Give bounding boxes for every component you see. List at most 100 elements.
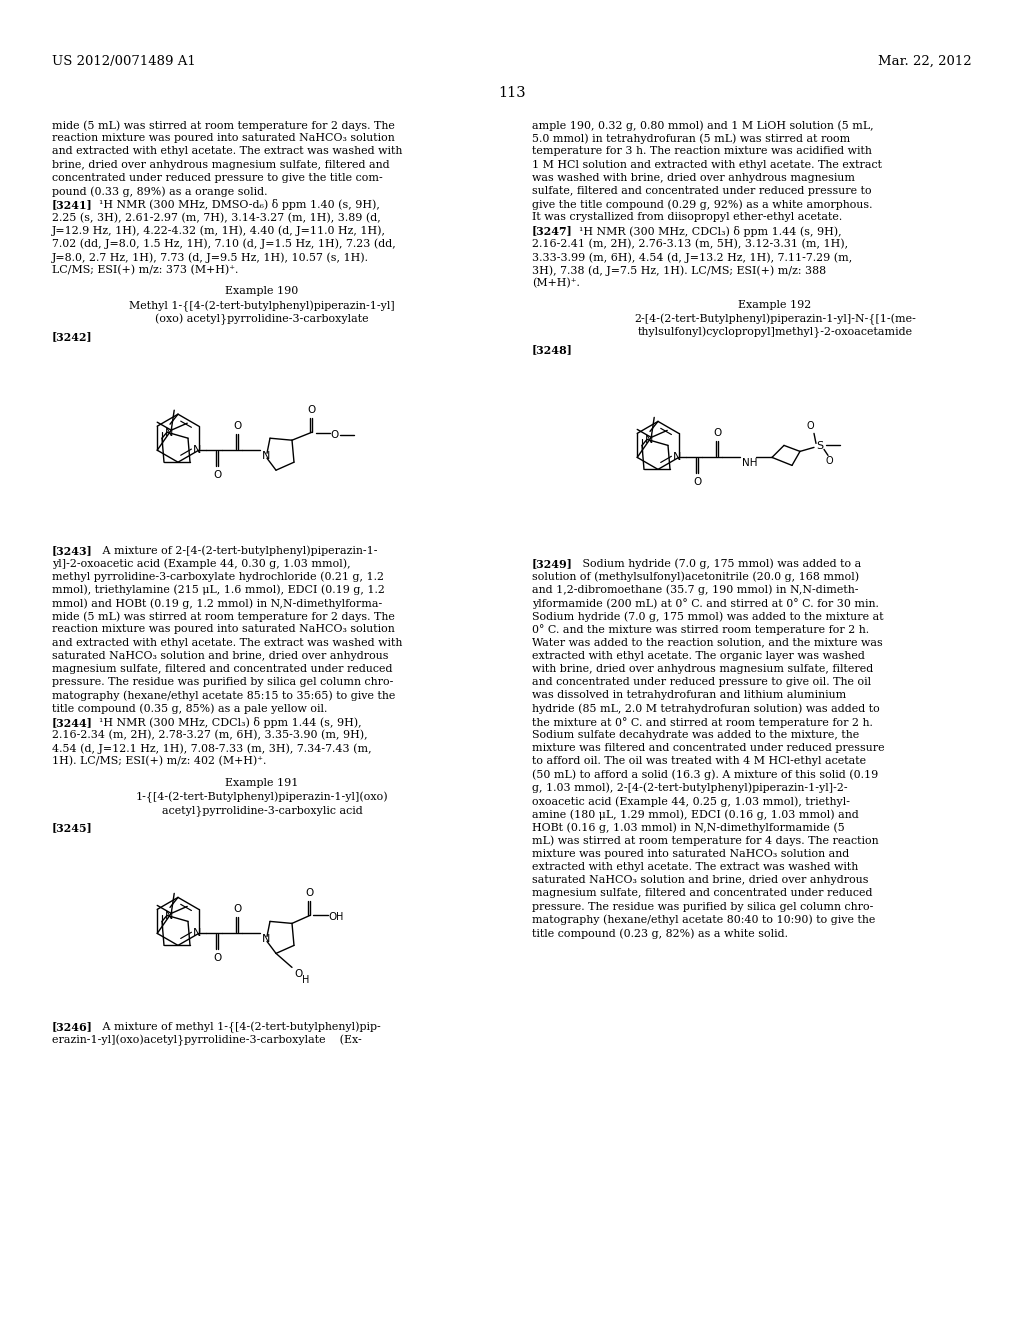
Text: O: O [693, 478, 701, 487]
Text: Sodium hydride (7.0 g, 175 mmol) was added to the mixture at: Sodium hydride (7.0 g, 175 mmol) was add… [532, 611, 884, 622]
Text: ¹H NMR (300 MHz, DMSO-d₆) δ ppm 1.40 (s, 9H),: ¹H NMR (300 MHz, DMSO-d₆) δ ppm 1.40 (s,… [92, 199, 380, 210]
Text: [3249]: [3249] [532, 558, 572, 569]
Text: 2-[4-(2-tert-Butylphenyl)piperazin-1-yl]-N-{[1-(me-: 2-[4-(2-tert-Butylphenyl)piperazin-1-yl]… [634, 314, 915, 325]
Text: and extracted with ethyl acetate. The extract was washed with: and extracted with ethyl acetate. The ex… [52, 638, 402, 648]
Text: and 1,2-dibromoethane (35.7 g, 190 mmol) in N,N-dimeth-: and 1,2-dibromoethane (35.7 g, 190 mmol)… [532, 585, 858, 595]
Text: NH: NH [742, 458, 758, 469]
Text: 2.25 (s, 3H), 2.61-2.97 (m, 7H), 3.14-3.27 (m, 1H), 3.89 (d,: 2.25 (s, 3H), 2.61-2.97 (m, 7H), 3.14-3.… [52, 213, 381, 223]
Text: sulfate, filtered and concentrated under reduced pressure to: sulfate, filtered and concentrated under… [532, 186, 871, 195]
Text: concentrated under reduced pressure to give the title com-: concentrated under reduced pressure to g… [52, 173, 383, 182]
Text: 1-{[4-(2-tert-Butylphenyl)piperazin-1-yl](oxo): 1-{[4-(2-tert-Butylphenyl)piperazin-1-yl… [136, 792, 388, 803]
Text: J=8.0, 2.7 Hz, 1H), 7.73 (d, J=9.5 Hz, 1H), 10.57 (s, 1H).: J=8.0, 2.7 Hz, 1H), 7.73 (d, J=9.5 Hz, 1… [52, 252, 369, 263]
Text: brine, dried over anhydrous magnesium sulfate, filtered and: brine, dried over anhydrous magnesium su… [52, 160, 389, 169]
Text: reaction mixture was poured into saturated NaHCO₃ solution: reaction mixture was poured into saturat… [52, 133, 394, 143]
Text: mmol), triethylamine (215 μL, 1.6 mmol), EDCI (0.19 g, 1.2: mmol), triethylamine (215 μL, 1.6 mmol),… [52, 585, 385, 595]
Text: N: N [645, 436, 653, 445]
Text: O: O [307, 405, 315, 416]
Text: mide (5 mL) was stirred at room temperature for 2 days. The: mide (5 mL) was stirred at room temperat… [52, 120, 395, 131]
Text: and concentrated under reduced pressure to give oil. The oil: and concentrated under reduced pressure … [532, 677, 871, 688]
Text: N: N [193, 445, 202, 455]
Text: ¹H NMR (300 MHz, CDCl₃) δ ppm 1.44 (s, 9H),: ¹H NMR (300 MHz, CDCl₃) δ ppm 1.44 (s, 9… [92, 717, 361, 727]
Text: and extracted with ethyl acetate. The extract was washed with: and extracted with ethyl acetate. The ex… [52, 147, 402, 156]
Text: was washed with brine, dried over anhydrous magnesium: was washed with brine, dried over anhydr… [532, 173, 855, 182]
Text: H: H [336, 912, 343, 923]
Text: ¹H NMR (300 MHz, CDCl₃) δ ppm 1.44 (s, 9H),: ¹H NMR (300 MHz, CDCl₃) δ ppm 1.44 (s, 9… [572, 226, 842, 236]
Text: N: N [193, 928, 202, 939]
Text: It was crystallized from diisopropyl ether-ethyl acetate.: It was crystallized from diisopropyl eth… [532, 213, 843, 222]
Text: O: O [826, 457, 834, 466]
Text: erazin-1-yl](oxo)acetyl}pyrrolidine-3-carboxylate    (Ex-: erazin-1-yl](oxo)acetyl}pyrrolidine-3-ca… [52, 1035, 361, 1045]
Text: 5.0 mmol) in tetrahydrofuran (5 mL) was stirred at room: 5.0 mmol) in tetrahydrofuran (5 mL) was … [532, 133, 850, 144]
Text: O: O [328, 912, 336, 923]
Text: N: N [262, 451, 270, 461]
Text: the mixture at 0° C. and stirred at room temperature for 2 h.: the mixture at 0° C. and stirred at room… [532, 717, 872, 727]
Text: O: O [294, 969, 302, 979]
Text: 3H), 7.38 (d, J=7.5 Hz, 1H). LC/MS; ESI(+) m/z: 388: 3H), 7.38 (d, J=7.5 Hz, 1H). LC/MS; ESI(… [532, 265, 826, 276]
Text: saturated NaHCO₃ solution and brine, dried over anhydrous: saturated NaHCO₃ solution and brine, dri… [532, 875, 868, 886]
Text: methyl pyrrolidine-3-carboxylate hydrochloride (0.21 g, 1.2: methyl pyrrolidine-3-carboxylate hydroch… [52, 572, 384, 582]
Text: O: O [232, 904, 241, 915]
Text: (50 mL) to afford a solid (16.3 g). A mixture of this solid (0.19: (50 mL) to afford a solid (16.3 g). A mi… [532, 770, 879, 780]
Text: extracted with ethyl acetate. The organic layer was washed: extracted with ethyl acetate. The organi… [532, 651, 865, 661]
Text: title compound (0.23 g, 82%) as a white solid.: title compound (0.23 g, 82%) as a white … [532, 928, 788, 939]
Text: H: H [302, 975, 309, 986]
Text: (oxo) acetyl}pyrrolidine-3-carboxylate: (oxo) acetyl}pyrrolidine-3-carboxylate [156, 314, 369, 325]
Text: 7.02 (dd, J=8.0, 1.5 Hz, 1H), 7.10 (d, J=1.5 Hz, 1H), 7.23 (dd,: 7.02 (dd, J=8.0, 1.5 Hz, 1H), 7.10 (d, J… [52, 239, 395, 249]
Text: Example 191: Example 191 [225, 777, 299, 788]
Text: to afford oil. The oil was treated with 4 M HCl-ethyl acetate: to afford oil. The oil was treated with … [532, 756, 866, 767]
Text: J=12.9 Hz, 1H), 4.22-4.32 (m, 1H), 4.40 (d, J=11.0 Hz, 1H),: J=12.9 Hz, 1H), 4.22-4.32 (m, 1H), 4.40 … [52, 226, 386, 236]
Text: Mar. 22, 2012: Mar. 22, 2012 [879, 55, 972, 69]
Text: acetyl}pyrrolidine-3-carboxylic acid: acetyl}pyrrolidine-3-carboxylic acid [162, 805, 362, 816]
Text: 3.33-3.99 (m, 6H), 4.54 (d, J=13.2 Hz, 1H), 7.11-7.29 (m,: 3.33-3.99 (m, 6H), 4.54 (d, J=13.2 Hz, 1… [532, 252, 852, 263]
Text: [3244]: [3244] [52, 717, 93, 727]
Text: 1H). LC/MS; ESI(+) m/z: 402 (M+H)⁺.: 1H). LC/MS; ESI(+) m/z: 402 (M+H)⁺. [52, 756, 266, 767]
Text: pressure. The residue was purified by silica gel column chro-: pressure. The residue was purified by si… [532, 902, 873, 912]
Text: extracted with ethyl acetate. The extract was washed with: extracted with ethyl acetate. The extrac… [532, 862, 858, 873]
Text: hydride (85 mL, 2.0 M tetrahydrofuran solution) was added to: hydride (85 mL, 2.0 M tetrahydrofuran so… [532, 704, 880, 714]
Text: matography (hexane/ethyl acetate 80:40 to 10:90) to give the: matography (hexane/ethyl acetate 80:40 t… [532, 915, 876, 925]
Text: A mixture of methyl 1-{[4-(2-tert-butylphenyl)pip-: A mixture of methyl 1-{[4-(2-tert-butylp… [92, 1022, 381, 1032]
Text: O: O [305, 888, 313, 899]
Text: O: O [213, 470, 221, 480]
Text: 2.16-2.34 (m, 2H), 2.78-3.27 (m, 6H), 3.35-3.90 (m, 9H),: 2.16-2.34 (m, 2H), 2.78-3.27 (m, 6H), 3.… [52, 730, 368, 741]
Text: Example 190: Example 190 [225, 286, 299, 297]
Text: S: S [816, 441, 823, 451]
Text: yl]-2-oxoacetic acid (Example 44, 0.30 g, 1.03 mmol),: yl]-2-oxoacetic acid (Example 44, 0.30 g… [52, 558, 350, 569]
Text: solution of (methylsulfonyl)acetonitrile (20.0 g, 168 mmol): solution of (methylsulfonyl)acetonitrile… [532, 572, 859, 582]
Text: [3246]: [3246] [52, 1022, 93, 1032]
Text: US 2012/0071489 A1: US 2012/0071489 A1 [52, 55, 196, 69]
Text: amine (180 μL, 1.29 mmol), EDCI (0.16 g, 1.03 mmol) and: amine (180 μL, 1.29 mmol), EDCI (0.16 g,… [532, 809, 859, 820]
Text: thylsulfonyl)cyclopropyl]methyl}-2-oxoacetamide: thylsulfonyl)cyclopropyl]methyl}-2-oxoac… [637, 327, 912, 338]
Text: O: O [330, 430, 338, 440]
Text: Sodium hydride (7.0 g, 175 mmol) was added to a: Sodium hydride (7.0 g, 175 mmol) was add… [572, 558, 861, 569]
Text: LC/MS; ESI(+) m/z: 373 (M+H)⁺.: LC/MS; ESI(+) m/z: 373 (M+H)⁺. [52, 265, 239, 276]
Text: 4.54 (d, J=12.1 Hz, 1H), 7.08-7.33 (m, 3H), 7.34-7.43 (m,: 4.54 (d, J=12.1 Hz, 1H), 7.08-7.33 (m, 3… [52, 743, 372, 754]
Text: 1 M HCl solution and extracted with ethyl acetate. The extract: 1 M HCl solution and extracted with ethy… [532, 160, 882, 169]
Text: magnesium sulfate, filtered and concentrated under reduced: magnesium sulfate, filtered and concentr… [532, 888, 872, 899]
Text: title compound (0.35 g, 85%) as a pale yellow oil.: title compound (0.35 g, 85%) as a pale y… [52, 704, 328, 714]
Text: give the title compound (0.29 g, 92%) as a white amorphous.: give the title compound (0.29 g, 92%) as… [532, 199, 872, 210]
Text: [3247]: [3247] [532, 226, 572, 236]
Text: Sodium sulfate decahydrate was added to the mixture, the: Sodium sulfate decahydrate was added to … [532, 730, 859, 741]
Text: mL) was stirred at room temperature for 4 days. The reaction: mL) was stirred at room temperature for … [532, 836, 879, 846]
Text: Example 192: Example 192 [738, 300, 812, 310]
Text: Water was added to the reaction solution, and the mixture was: Water was added to the reaction solution… [532, 638, 883, 648]
Text: mide (5 mL) was stirred at room temperature for 2 days. The: mide (5 mL) was stirred at room temperat… [52, 611, 395, 622]
Text: saturated NaHCO₃ solution and brine, dried over anhydrous: saturated NaHCO₃ solution and brine, dri… [52, 651, 388, 661]
Text: ample 190, 0.32 g, 0.80 mmol) and 1 M LiOH solution (5 mL,: ample 190, 0.32 g, 0.80 mmol) and 1 M Li… [532, 120, 873, 131]
Text: with brine, dried over anhydrous magnesium sulfate, filtered: with brine, dried over anhydrous magnesi… [532, 664, 873, 675]
Text: HOBt (0.16 g, 1.03 mmol) in N,N-dimethylformamide (5: HOBt (0.16 g, 1.03 mmol) in N,N-dimethyl… [532, 822, 845, 833]
Text: Methyl 1-{[4-(2-tert-butylphenyl)piperazin-1-yl]: Methyl 1-{[4-(2-tert-butylphenyl)piperaz… [129, 301, 395, 312]
Text: O: O [232, 421, 241, 432]
Text: mmol) and HOBt (0.19 g, 1.2 mmol) in N,N-dimethylforma-: mmol) and HOBt (0.19 g, 1.2 mmol) in N,N… [52, 598, 382, 609]
Text: N: N [673, 453, 681, 462]
Text: N: N [262, 935, 270, 944]
Text: O: O [213, 953, 221, 964]
Text: pound (0.33 g, 89%) as a orange solid.: pound (0.33 g, 89%) as a orange solid. [52, 186, 267, 197]
Text: 2.16-2.41 (m, 2H), 2.76-3.13 (m, 5H), 3.12-3.31 (m, 1H),: 2.16-2.41 (m, 2H), 2.76-3.13 (m, 5H), 3.… [532, 239, 848, 249]
Text: mixture was filtered and concentrated under reduced pressure: mixture was filtered and concentrated un… [532, 743, 885, 754]
Text: N: N [165, 911, 173, 921]
Text: 0° C. and the mixture was stirred room temperature for 2 h.: 0° C. and the mixture was stirred room t… [532, 624, 869, 635]
Text: [3248]: [3248] [532, 345, 572, 355]
Text: magnesium sulfate, filtered and concentrated under reduced: magnesium sulfate, filtered and concentr… [52, 664, 392, 675]
